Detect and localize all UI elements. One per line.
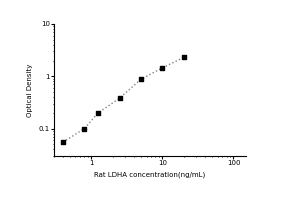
Point <box>181 56 186 59</box>
Y-axis label: Optical Density: Optical Density <box>27 63 33 117</box>
Point <box>160 66 165 69</box>
Point <box>82 127 87 130</box>
Point <box>61 141 65 144</box>
Point <box>117 97 122 100</box>
Point <box>96 111 100 114</box>
Point <box>139 78 143 81</box>
X-axis label: Rat LDHA concentration(ng/mL): Rat LDHA concentration(ng/mL) <box>94 172 206 178</box>
